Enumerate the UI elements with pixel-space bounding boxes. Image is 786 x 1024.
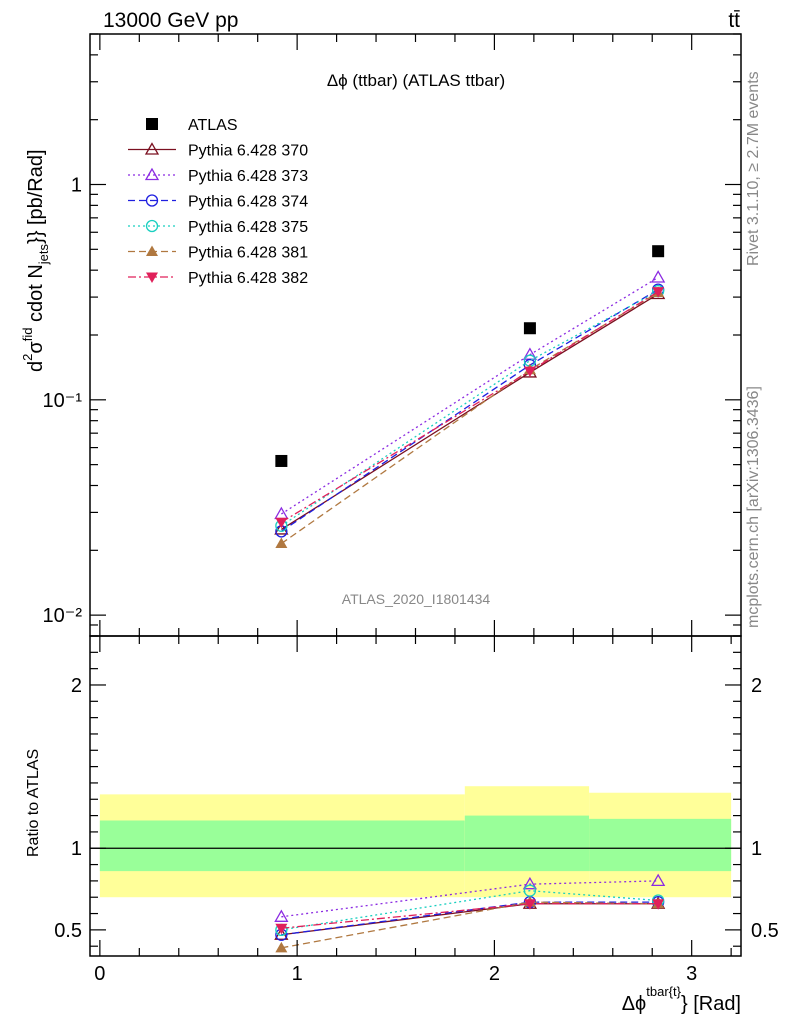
ratio-y-tick-label-right: 0.5 [751,920,779,942]
ratio-axes: 0.5 0.5 1 1 2 2 0 1 2 3 [54,635,779,985]
main-series-line [280,291,659,545]
ratio-data-point [522,876,538,890]
uncertainty-band-inner [99,820,465,872]
ratio-x-tick-label: 2 [489,963,500,985]
main-data-point [275,517,288,529]
energy-label: 13000 GeV pp [103,9,238,32]
ratio-series-line [281,890,659,931]
ratio-data-point [274,909,289,922]
main-data-point [275,454,288,467]
legend-marker [145,219,159,233]
y-tick-label: 10⁻² [43,605,83,627]
ratio-series-line [281,901,659,936]
y-tick-label: 10⁻¹ [43,390,83,412]
ratio-data-point [275,923,288,935]
legend-label: Pythia 6.428 373 [188,168,308,185]
ratio-plot-area [90,786,741,953]
svg-text:d2σfid cdot Njets}} [pb/Rad]: d2σfid cdot Njets}} [pb/Rad] [20,149,51,372]
main-plot-area [274,245,666,549]
legend-item: Pythia 6.428 382 [128,270,308,287]
ratio-xlabel: Δϕtbar{t}} [Rad] [622,984,741,1015]
ratio-x-tick-label: 3 [686,963,697,985]
legend-marker [146,245,158,256]
main-ylabel: d2σfid cdot Njets}} [pb/Rad] [20,149,51,372]
main-data-point [652,245,665,258]
legend: ATLAS Pythia 6.428 370 Pythia 6.428 373 Pyt… [128,117,308,287]
ratio-y-tick-label: 0.5 [54,920,82,942]
legend-marker [144,142,160,155]
uncertainty-band-inner [589,818,732,872]
ratio-y-tick-label-right: 1 [751,838,762,860]
y-tick-label: 1 [71,175,82,197]
main-series-line [281,276,659,515]
uncertainty-band-inner [464,815,590,872]
main-series-2 [274,270,666,520]
ratio-series-line [281,880,659,918]
main-data-point [523,366,536,378]
ratio-y-tick-label-right: 2 [751,675,762,697]
legend-item: Pythia 6.428 373 [128,167,308,185]
ratio-data-point [523,899,536,910]
legend-marker [146,118,158,130]
ratio-panel: 0.5 0.5 1 1 2 2 0 1 2 3 Ratio to ATLAS Δϕtbar{t}}… [25,635,779,1015]
ratio-series-line [281,901,659,949]
legend-marker [146,272,158,283]
main-series-0 [275,245,665,467]
legend-label: ATLAS [188,117,238,134]
legend-item: Pythia 6.428 374 [128,194,308,211]
ratio-x-tick-label: 1 [292,963,303,985]
main-series-line [280,290,659,527]
legend-label: Pythia 6.428 382 [188,270,308,287]
main-axes: 10⁻² 10⁻¹ 1 [43,33,741,637]
main-series-6 [275,287,665,529]
legend-item: Pythia 6.428 381 [128,245,308,262]
ratio-series-5 [275,899,665,935]
main-series-line [281,291,659,523]
main-data-point [652,287,665,298]
ylabel-d: d [25,361,47,372]
ratio-x-tick-label: 0 [94,963,105,985]
ratio-series-line [281,903,659,936]
legend-label: Pythia 6.428 381 [188,245,308,262]
svg-text:Δϕtbar{t}} [Rad]: Δϕtbar{t}} [Rad] [622,984,741,1015]
ratio-data-point [651,873,666,887]
ylabel-sigma: σ [25,341,47,354]
legend-item: Pythia 6.428 375 [128,219,308,236]
ratio-ylabel: Ratio to ATLAS [25,749,42,857]
legend-label: Pythia 6.428 374 [188,194,308,211]
ratio-data-point [275,941,288,953]
ratio-y-tick-label: 2 [71,675,82,697]
main-data-point [651,270,666,283]
main-title: Δϕ (ttbar) (ATLAS ttbar) [327,71,505,90]
main-data-point [275,537,288,549]
legend-marker [144,167,160,181]
source-label: mcplots.cern.ch [arXiv:1306.3436] [745,386,762,628]
main-data-point [523,322,536,335]
legend-marker [145,194,159,207]
main-series-1 [274,286,666,535]
process-label: tt̄ [728,9,740,32]
ratio-data-point [652,899,665,910]
ratio-series-line [281,903,659,929]
ratio-series-4 [275,896,665,953]
ratio-y-tick-label: 1 [71,838,82,860]
legend-label: Pythia 6.428 370 [188,143,308,160]
legend-item: ATLAS [146,117,238,134]
main-panel: 10⁻² 10⁻¹ 1 Δϕ (ttbar) (ATLAS ttbar) ATLAS… [20,33,742,637]
watermark: ATLAS_2020_I1801434 [342,591,491,607]
legend-item: Pythia 6.428 370 [128,142,308,160]
rivet-label: Rivet 3.1.10, ≥ 2.7M events [745,71,762,266]
ratio-series-1 [274,873,666,922]
legend-label: Pythia 6.428 375 [188,219,308,236]
